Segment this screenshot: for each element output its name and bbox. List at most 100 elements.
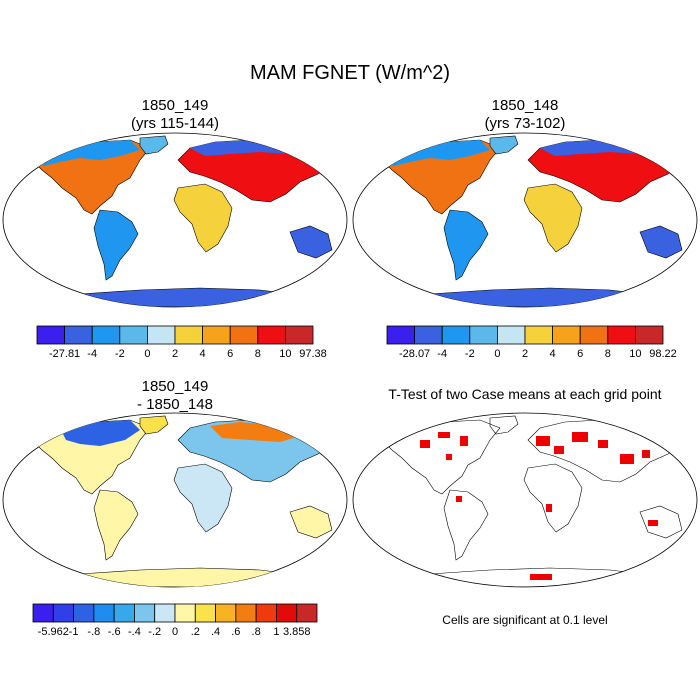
africa (173, 463, 233, 533)
main-title: MAM FGNET (W/m^2) (249, 62, 451, 84)
north-america (379, 419, 501, 495)
significant-cells (420, 432, 658, 580)
significant-cell (446, 454, 452, 460)
significance-note: Cells are significant at 0.1 level (442, 613, 608, 627)
significant-cell (648, 520, 658, 526)
colorbar-swatch (146, 325, 176, 345)
north-america-north (380, 140, 490, 166)
colorbar-swatch (229, 325, 259, 345)
colorbar-swatch (235, 603, 257, 623)
colorbar-tick-label: -2 (465, 348, 475, 360)
colorbar-swatch (73, 603, 95, 623)
north-america-north (30, 140, 140, 166)
colorbar-swatch (36, 325, 66, 345)
colorbar-2: -28.07 -4 -2 0 2 4 6 8 10 98.22 (386, 325, 677, 360)
greenland (489, 135, 519, 155)
colorbar-3: -5.962 -1 -.8 -.6 -.4 -.2 0 .2 .4 .6 .8 1 3.858 (32, 603, 318, 638)
colorbar-swatch (32, 603, 54, 623)
colorbar-tick-label: -.4 (128, 626, 141, 638)
colorbar-tick-label: -28.07 (399, 348, 430, 360)
panel2-title-line2: (yrs 73-102) (484, 115, 566, 132)
significant-cell (536, 436, 550, 446)
colorbar-swatch (284, 325, 314, 345)
colorbar-swatch (607, 325, 636, 345)
south-america (93, 489, 139, 561)
colorbar-swatch (276, 603, 298, 623)
colorbar-tick-label: 4 (200, 348, 206, 360)
colorbar-swatch (194, 603, 216, 623)
colorbar-tick-label: .6 (231, 626, 240, 638)
colorbar-tick-label: 6 (577, 348, 583, 360)
colorbar-swatch (579, 325, 609, 345)
significant-cell (420, 440, 430, 448)
colorbar-tick-label: .8 (252, 626, 261, 638)
significant-cell (530, 574, 552, 580)
significant-cell (456, 496, 462, 502)
africa (173, 183, 233, 253)
australia (639, 505, 683, 539)
south-america (443, 209, 489, 281)
colorbar-tick-label: -4 (87, 348, 97, 360)
colorbar-swatch (134, 603, 156, 623)
greenland (139, 135, 169, 155)
colorbar-tick-label: 8 (605, 348, 611, 360)
colorbar-swatch (202, 325, 231, 345)
colorbar-swatch (552, 325, 581, 345)
colorbar-swatch (496, 325, 526, 345)
colorbar-tick-label: -4 (437, 348, 447, 360)
australia (639, 225, 683, 259)
colorbar-tick-label: 6 (227, 348, 233, 360)
colorbar-swatch (524, 325, 554, 345)
australia (289, 505, 333, 539)
colorbar-swatch (469, 325, 498, 345)
greenland (139, 415, 169, 435)
colorbar-swatch (414, 325, 443, 345)
colorbar-tick-label: -1 (69, 626, 79, 638)
colorbar-tick-label: 1 (273, 626, 279, 638)
panel1-title: 1850_149 (yrs 115-144) (25, 97, 325, 133)
significant-cell (554, 446, 564, 454)
map-panel-2 (352, 132, 698, 308)
colorbar-tick-label: 10 (279, 348, 291, 360)
panel4-title: T-Test of two Case means at each grid po… (388, 386, 662, 402)
colorbar-swatch (215, 603, 237, 623)
colorbar-swatch (441, 325, 471, 345)
colorbar-tick-label: -.8 (87, 626, 100, 638)
colorbar-tick-label: -.6 (108, 626, 121, 638)
colorbar-tick-label: 8 (255, 348, 261, 360)
south-america (443, 489, 489, 561)
significant-cell (546, 504, 552, 512)
colorbar-swatch (119, 325, 148, 345)
colorbar-tick-label: 0 (494, 348, 500, 360)
map-outline (352, 412, 698, 588)
panel2-title: 1850_148 (yrs 73-102) (375, 97, 675, 133)
colorbar-swatch (93, 603, 115, 623)
colorbar-1: -27.81 -4 -2 0 2 4 6 8 10 97.38 (36, 325, 327, 360)
colorbar-tick-label: -5.962 (38, 626, 69, 638)
panel3-title-line2: - 1850_148 (137, 396, 213, 413)
panel1-title-line2: (yrs 115-144) (130, 115, 220, 132)
colorbar-tick-label: .4 (211, 626, 220, 638)
colorbar-swatch (386, 325, 416, 345)
colorbar-tick-label: 97.38 (299, 348, 327, 360)
colorbar-tick-label: -.2 (148, 626, 161, 638)
colorbar-tick-label: -2 (115, 348, 125, 360)
europe-asia (527, 419, 681, 483)
significant-cell (438, 432, 450, 438)
colorbar-swatch (64, 325, 93, 345)
map-panel-1 (2, 132, 348, 308)
colorbar-tick-label: 98.22 (649, 348, 677, 360)
colorbar-tick-label: 2 (522, 348, 528, 360)
colorbar-tick-label: 4 (550, 348, 556, 360)
colorbar-swatch (174, 325, 204, 345)
significant-cell (598, 440, 608, 448)
africa (523, 183, 583, 253)
colorbar-tick-label: -27.81 (49, 348, 80, 360)
panel3-title-line1: 1850_149 (141, 378, 209, 395)
colorbar-swatch (255, 603, 277, 623)
colorbar-tick-label: 2 (172, 348, 178, 360)
panel1-title-line1: 1850_149 (141, 97, 209, 114)
colorbar-swatch (296, 603, 318, 623)
colorbar-swatch (174, 603, 196, 623)
colorbar-tick-label: 0 (172, 626, 178, 638)
